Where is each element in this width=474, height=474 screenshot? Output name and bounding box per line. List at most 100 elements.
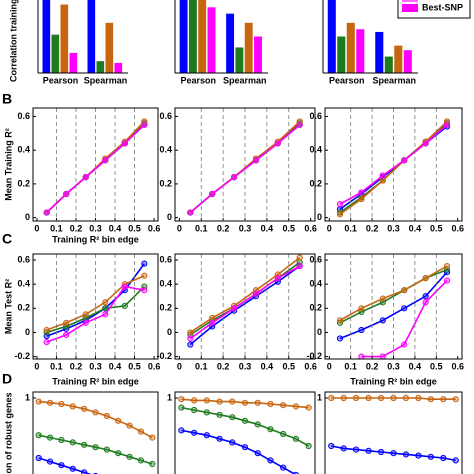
x-tick-label: 0.1: [344, 223, 357, 233]
marker: [440, 454, 447, 462]
marker: [379, 317, 386, 324]
line: [38, 400, 153, 439]
marker: [141, 287, 148, 294]
y-tick-label: -0.2: [156, 351, 172, 361]
x-tick-label: 0: [34, 361, 39, 371]
bar: [207, 7, 216, 73]
y-axis-label: on of robust genes: [3, 393, 13, 474]
line: [331, 397, 456, 400]
x-tick-label: 0.3: [89, 223, 102, 233]
bar: [235, 47, 244, 73]
bar: [42, 0, 51, 73]
marker: [402, 394, 410, 402]
legend-swatch: [402, 4, 418, 12]
x-tick-label: 0: [177, 361, 182, 371]
marker: [452, 457, 459, 464]
marker: [402, 451, 410, 458]
x-tick-label: 0.4: [109, 361, 122, 371]
bar: [384, 56, 393, 73]
marker: [92, 444, 99, 451]
x-tick-label: 0.5: [282, 223, 295, 233]
bar: [394, 45, 403, 73]
marker: [296, 262, 303, 270]
marker: [126, 453, 133, 460]
marker: [82, 319, 89, 326]
x-axis-label: Training R² bin edge: [350, 376, 437, 386]
y-tick-label: 0.4: [159, 279, 172, 289]
x-tick-label: Pearson: [180, 75, 216, 85]
y-tick-label: 0.2: [159, 178, 172, 188]
marker: [336, 335, 344, 342]
bar: [198, 0, 207, 73]
panel-label: D: [2, 371, 12, 387]
marker: [443, 262, 451, 270]
marker: [305, 442, 312, 450]
x-tick-label: 0.2: [70, 361, 83, 371]
marker: [443, 277, 451, 284]
marker: [401, 341, 408, 348]
bar: [188, 0, 197, 73]
y-tick-label: 1: [317, 392, 322, 402]
x-tick-label: Spearman: [84, 75, 128, 85]
y-tick-label: 0.2: [309, 303, 322, 313]
marker: [340, 394, 347, 402]
x-tick-label: 0: [34, 223, 39, 233]
marker: [187, 209, 194, 216]
x-tick-label: 0.6: [451, 361, 464, 371]
marker: [296, 121, 303, 128]
marker: [102, 299, 109, 306]
marker: [137, 428, 145, 435]
x-tick-label: 0.4: [261, 223, 274, 233]
bar: [87, 0, 96, 73]
marker: [296, 254, 303, 261]
marker: [254, 421, 261, 428]
marker: [254, 399, 261, 406]
x-tick-label: 0: [327, 361, 332, 371]
line: [181, 429, 297, 474]
marker: [452, 396, 459, 403]
bar: [60, 4, 69, 73]
marker: [336, 211, 344, 218]
bar: [51, 34, 60, 73]
bar: [96, 61, 105, 73]
marker: [69, 439, 76, 446]
marker: [267, 426, 274, 433]
marker: [43, 326, 50, 334]
marker: [141, 121, 148, 128]
marker: [340, 445, 347, 452]
marker: [35, 398, 42, 405]
line: [339, 265, 448, 322]
x-tick-label: Spearman: [223, 75, 267, 85]
marker: [358, 189, 365, 196]
marker: [121, 302, 128, 309]
x-tick-label: 0.2: [70, 223, 83, 233]
x-tick-label: 0.4: [409, 361, 422, 371]
y-tick-label: -0.2: [306, 351, 322, 361]
x-tick-label: 0.5: [430, 361, 443, 371]
marker: [190, 397, 198, 404]
marker: [203, 432, 210, 439]
marker: [390, 394, 397, 402]
marker: [229, 414, 236, 421]
line: [46, 124, 145, 214]
legend-label: Best-SNP: [422, 2, 463, 12]
x-tick-label: 0.6: [148, 223, 161, 233]
line: [38, 457, 92, 474]
marker: [203, 409, 210, 416]
marker: [63, 190, 70, 198]
marker: [379, 353, 386, 360]
marker: [422, 299, 429, 306]
marker: [379, 177, 386, 184]
x-tick-label: 0.2: [217, 223, 230, 233]
marker: [58, 400, 65, 408]
marker: [336, 201, 344, 208]
plot-area: [327, 0, 412, 73]
x-tick-label: 0.6: [304, 361, 317, 371]
marker: [126, 422, 133, 429]
plot-area: [187, 118, 303, 216]
marker: [216, 411, 223, 418]
marker: [149, 460, 156, 468]
marker: [241, 399, 249, 406]
marker: [415, 452, 422, 459]
marker: [216, 435, 223, 442]
